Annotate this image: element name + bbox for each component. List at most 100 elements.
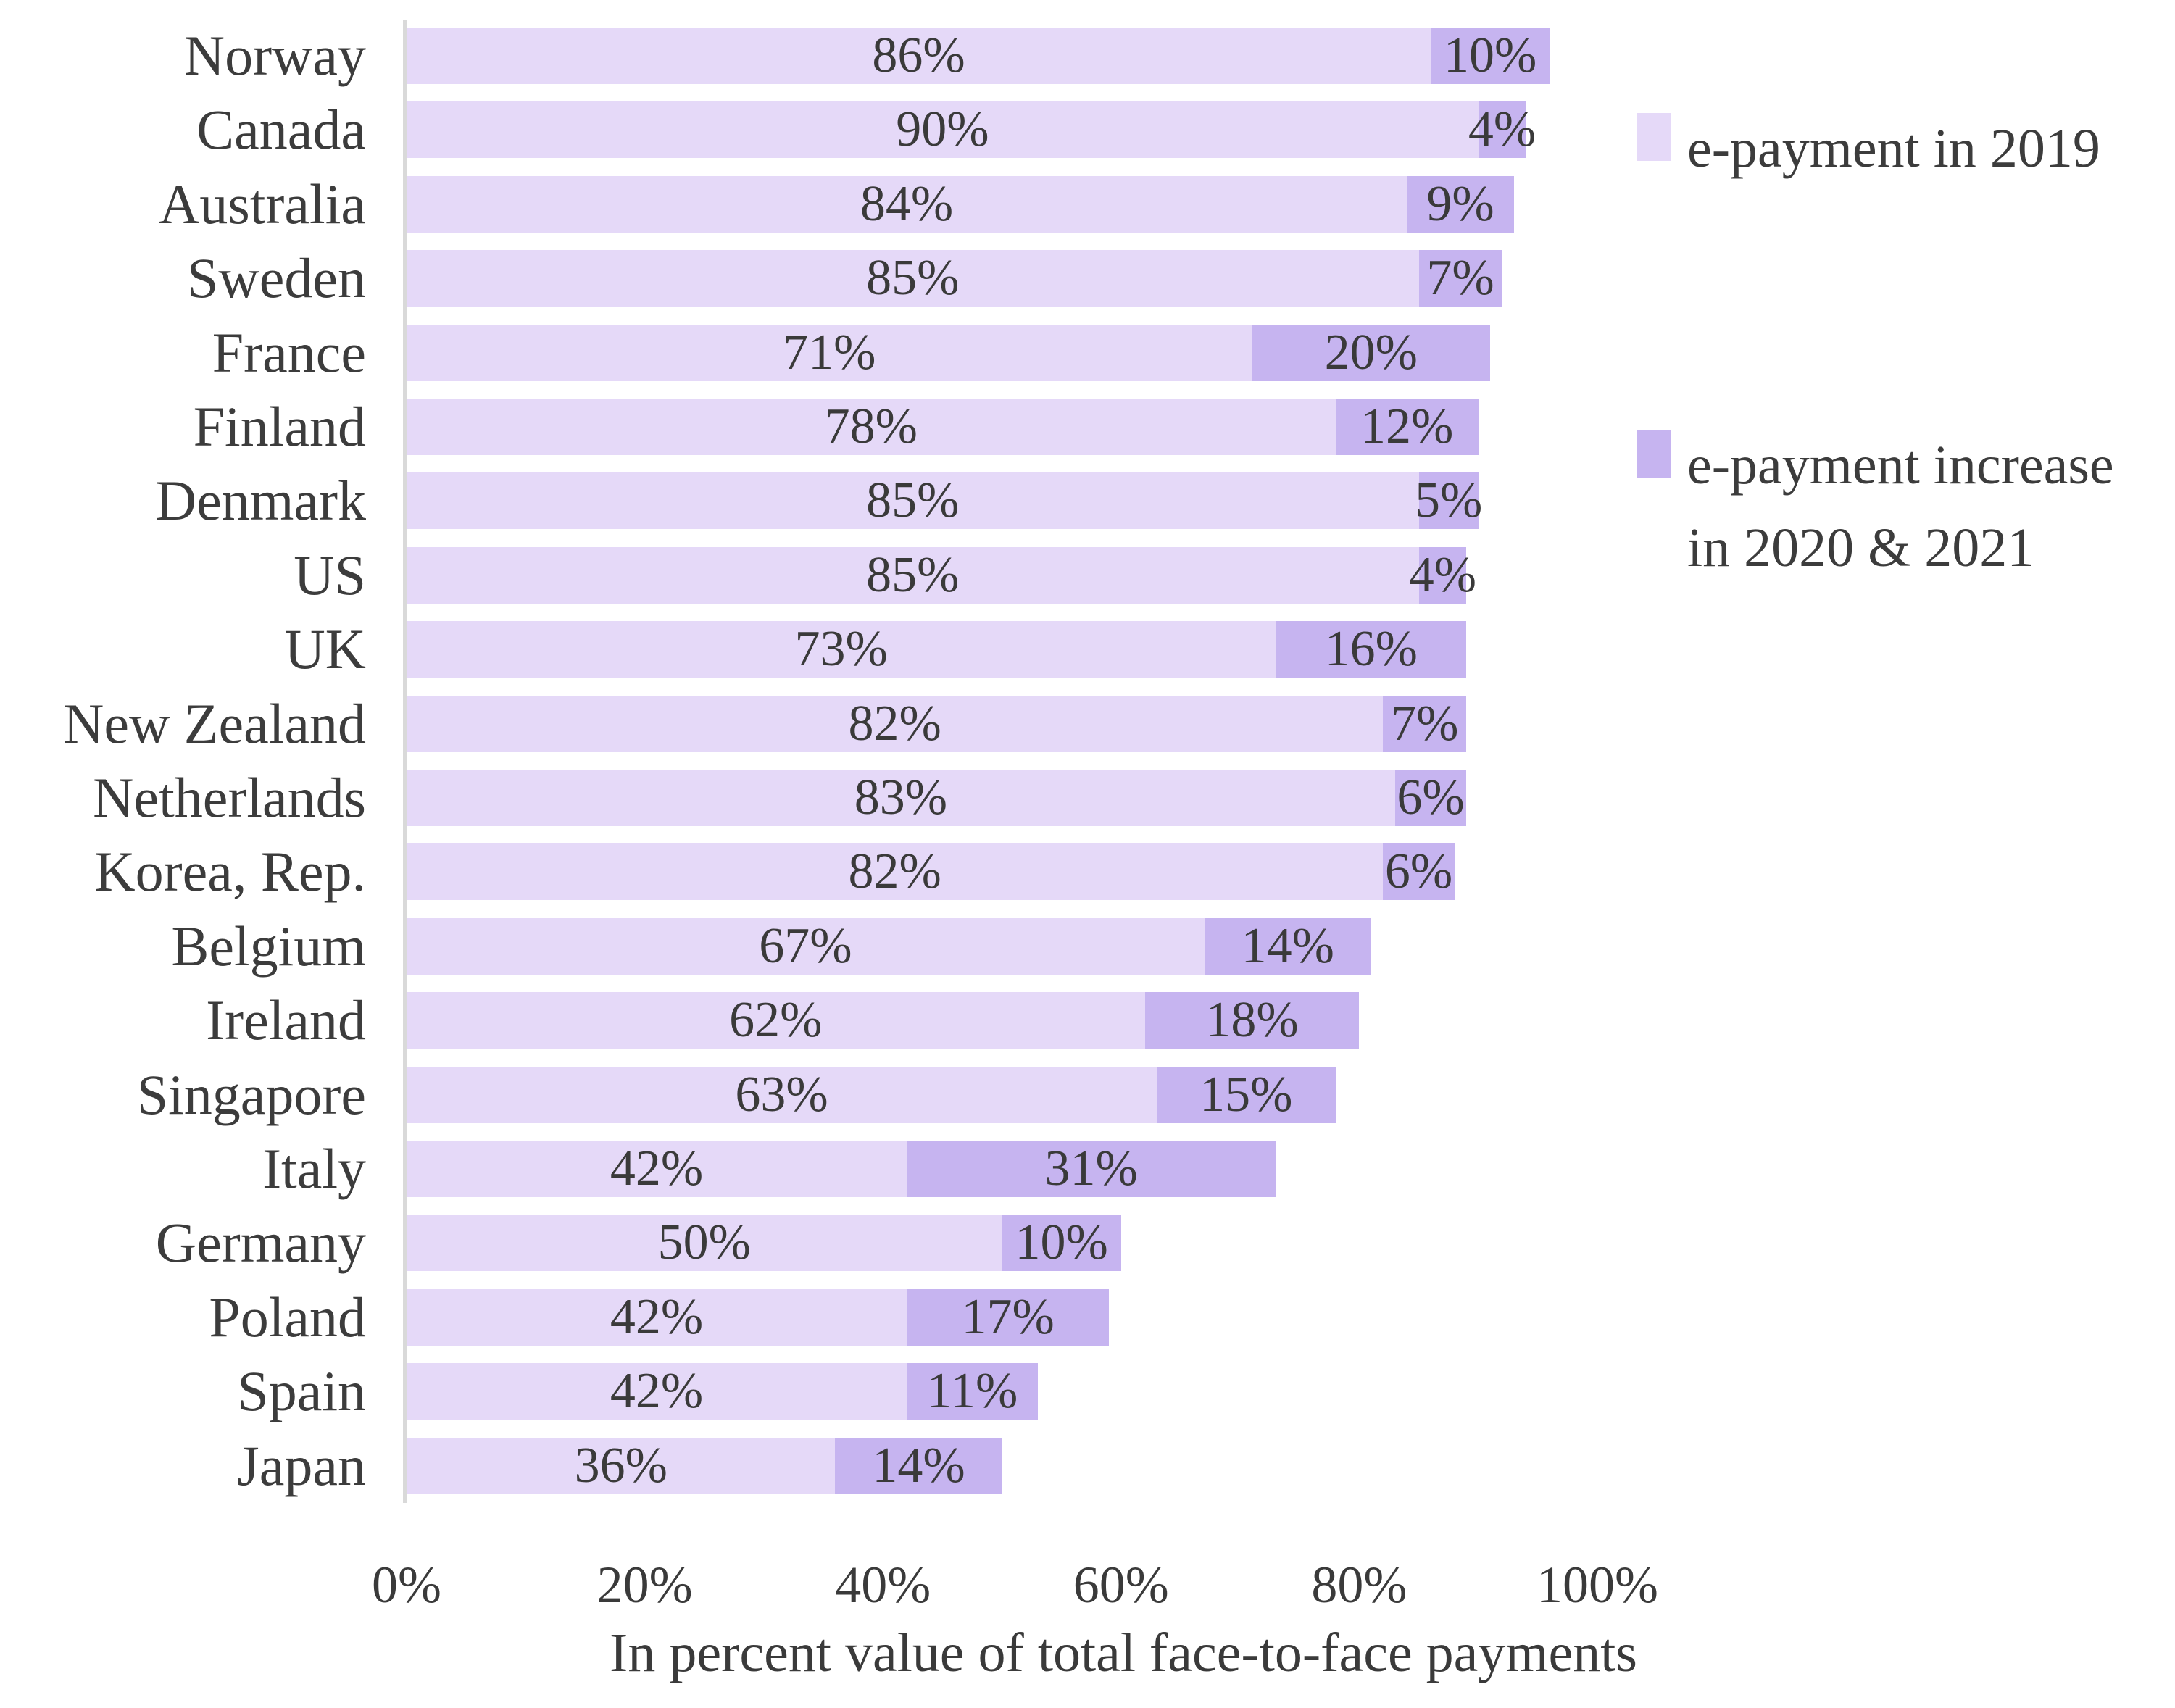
bar-segment-increase: 6% [1394,770,1467,826]
bar-segment-2019: 42% [407,1141,907,1197]
bar-row: 82% 6% [407,843,1455,901]
bar-segment-2019: 85% [407,472,1419,530]
value-label: 86% [872,28,965,83]
bar-row: 85% 5% [407,472,1483,530]
bar-segment-2019: 78% [407,399,1336,455]
value-label: 5% [1414,472,1483,529]
x-axis-tick-label: 60% [1073,1556,1169,1614]
bar-row: 62% 18% [407,992,1360,1049]
bar-row: 67% 14% [407,917,1371,975]
bar-segment-increase: 15% [1157,1066,1336,1123]
category-label: Japan [237,1433,366,1497]
x-axis-tick-label: 20% [596,1556,693,1614]
bar-row: 50% 10% [407,1215,1121,1272]
value-label: 9% [1426,175,1494,232]
value-label: 71% [783,324,876,380]
value-label: 15% [1199,1066,1293,1122]
bar-segment-2019: 63% [407,1066,1157,1123]
value-label: 12% [1360,399,1454,454]
bar-row: 86% 10% [407,28,1550,84]
category-label: Denmark [155,469,366,533]
bar-segment-increase: 7% [1418,250,1502,307]
bar-segment-2019: 82% [407,695,1384,752]
category-label: Canada [196,98,366,162]
category-label: Poland [209,1285,366,1349]
y-axis-line [403,20,407,1503]
bar-segment-increase: 6% [1383,843,1455,901]
value-label: 84% [860,175,954,232]
value-label: 10% [1443,28,1537,83]
category-label: Spain [237,1359,366,1423]
x-axis-tick-label: 0% [372,1556,441,1614]
x-axis-title: In percent value of total face-to-face p… [610,1622,1637,1683]
bar-segment-increase: 14% [835,1437,1002,1494]
category-label: New Zealand [63,691,366,755]
bar-row: 84% 9% [407,175,1514,233]
value-label: 85% [866,250,960,307]
bar-row: 73% 16% [407,621,1467,678]
bar-segment-2019: 83% [407,770,1395,826]
value-label: 4% [1408,546,1477,603]
bar-segment-2019: 73% [407,621,1276,678]
value-label: 85% [866,472,960,529]
bar-segment-2019: 67% [407,917,1205,975]
value-label: 11% [926,1363,1018,1420]
category-label: Korea, Rep. [94,840,366,904]
bar-segment-increase: 14% [1204,917,1371,975]
bar-row: 42% 17% [407,1288,1110,1346]
legend-label-increase-line1: e-payment increase [1687,435,2114,496]
bar-segment-2019: 82% [407,843,1384,901]
category-label: Belgium [171,914,366,978]
bar-segment-2019: 90% [407,101,1479,159]
legend-item-2019: e-payment in 2019 [1637,107,2100,190]
category-label: Ireland [206,988,366,1052]
bar-segment-increase: 7% [1383,695,1467,752]
bar-segment-increase: 20% [1252,324,1491,381]
value-label: 20% [1324,324,1418,380]
value-label: 50% [657,1215,751,1271]
bar-segment-increase: 11% [907,1363,1038,1420]
bar-segment-increase: 10% [1002,1215,1121,1272]
category-label: Netherlands [93,766,366,829]
bar-segment-increase: 12% [1335,399,1479,455]
category-label: Finland [193,395,366,458]
bar-segment-2019: 36% [407,1437,836,1494]
value-label: 42% [610,1363,704,1420]
bar-segment-2019: 85% [407,546,1419,604]
legend-label-increase: e-payment increase in 2020 & 2021 [1687,424,2114,589]
value-label: 17% [961,1288,1055,1345]
bar-segment-increase: 18% [1144,992,1360,1049]
bar-row: 85% 4% [407,546,1476,604]
bar-segment-increase: 10% [1430,28,1550,84]
bar-segment-increase: 4% [1409,546,1476,604]
legend-label-increase-line2: in 2020 & 2021 [1687,517,2035,578]
legend-swatch-increase [1637,430,1671,478]
value-label: 10% [1015,1215,1108,1271]
x-axis-tick-label: 100% [1536,1556,1658,1614]
category-label: Sweden [187,246,366,310]
value-label: 82% [848,843,941,900]
bar-segment-increase: 4% [1468,101,1536,159]
bar-row: 71% 20% [407,324,1491,381]
bar-row: 90% 4% [407,101,1536,159]
bar-row: 42% 11% [407,1363,1038,1420]
bar-segment-increase: 16% [1276,621,1467,678]
bar-row: 78% 12% [407,399,1479,455]
bar-segment-increase: 9% [1407,175,1514,233]
legend-label-2019: e-payment in 2019 [1687,118,2100,179]
category-label: Italy [262,1137,366,1200]
bar-segment-2019: 42% [407,1363,907,1420]
value-label: 31% [1044,1141,1138,1196]
value-label: 14% [1241,917,1334,974]
bar-segment-2019: 85% [407,250,1419,307]
bar-segment-increase: 17% [907,1288,1110,1346]
value-label: 63% [735,1066,828,1122]
category-label: US [294,543,366,607]
bar-row: 82% 7% [407,695,1467,752]
value-label: 78% [824,399,918,454]
value-label: 42% [610,1288,704,1345]
bar-row: 63% 15% [407,1066,1336,1123]
value-label: 83% [854,770,947,825]
bar-segment-2019: 71% [407,324,1252,381]
